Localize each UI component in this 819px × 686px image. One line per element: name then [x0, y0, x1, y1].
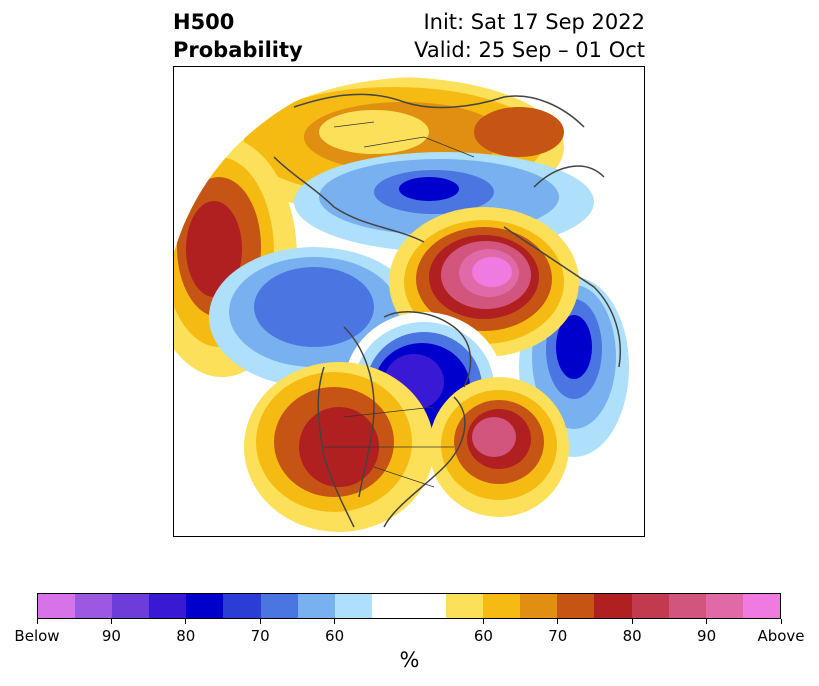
colorbar-tick-label: 80: [176, 627, 196, 645]
coastlines: [273, 93, 621, 528]
colorbar-tick-label: 90: [697, 627, 717, 645]
colorbar-tick-label: Below: [14, 627, 60, 645]
colorbar-segment-7: [297, 594, 335, 618]
colorbar-tick-label: 60: [473, 627, 493, 645]
colorbar-segment-5: [223, 594, 261, 618]
colorbar-segment-1: [75, 594, 113, 618]
colorbar-tick: [36, 619, 38, 624]
map-canvas: [174, 77, 644, 536]
title-type: Probability: [173, 38, 303, 62]
colorbar-tick-label: 70: [250, 627, 270, 645]
colorbar-segment-11: [446, 594, 484, 618]
colorbar-segment-9: [371, 594, 409, 618]
colorbar-unit-label: %: [399, 648, 420, 672]
colorbar-tick: [780, 619, 782, 624]
map-title-right: Init: Sat 17 Sep 2022 Valid: 25 Sep – 01…: [414, 8, 645, 64]
colorbar-segment-16: [631, 594, 669, 618]
colorbar-tick-label: 60: [325, 627, 345, 645]
colorbar-segment-19: [742, 594, 780, 618]
colorbar-segment-3: [149, 594, 187, 618]
colorbar-tick: [334, 619, 336, 624]
colorbar-segment-4: [186, 594, 224, 618]
colorbar-tick: [185, 619, 187, 624]
colorbar-tick-label: 80: [622, 627, 642, 645]
colorbar-segment-0: [38, 594, 76, 618]
colorbar-tick: [259, 619, 261, 624]
colorbar-segment-14: [557, 594, 595, 618]
colorbar-segment-18: [705, 594, 743, 618]
colorbar-segment-17: [668, 594, 706, 618]
title-variable: H500: [173, 10, 235, 34]
title-valid-range: Valid: 25 Sep – 01 Oct: [414, 38, 645, 62]
colorbar-segment-13: [520, 594, 558, 618]
anomaly-above-north-atlantic: [429, 377, 569, 517]
colorbar-segment-12: [483, 594, 521, 618]
colorbar-tick-label: 70: [548, 627, 568, 645]
colorbar-segment-10: [408, 594, 447, 618]
colorbar-tick: [482, 619, 484, 624]
probability-map: [173, 66, 645, 537]
colorbar-tick-label: 90: [101, 627, 121, 645]
colorbar-segment-8: [334, 594, 372, 618]
colorbar-tick: [110, 619, 112, 624]
colorbar-tick: [706, 619, 708, 624]
colorbar-tick: [631, 619, 633, 624]
colorbar-segment-15: [594, 594, 632, 618]
colorbar-tick: [557, 619, 559, 624]
title-init-date: Init: Sat 17 Sep 2022: [423, 10, 645, 34]
colorbar-segment-6: [260, 594, 298, 618]
borders: [324, 121, 475, 488]
colorbar: [37, 593, 781, 619]
colorbar-segment-2: [112, 594, 150, 618]
map-title-left: H500 Probability: [173, 8, 303, 64]
colorbar-tick-label: Above: [757, 627, 805, 645]
